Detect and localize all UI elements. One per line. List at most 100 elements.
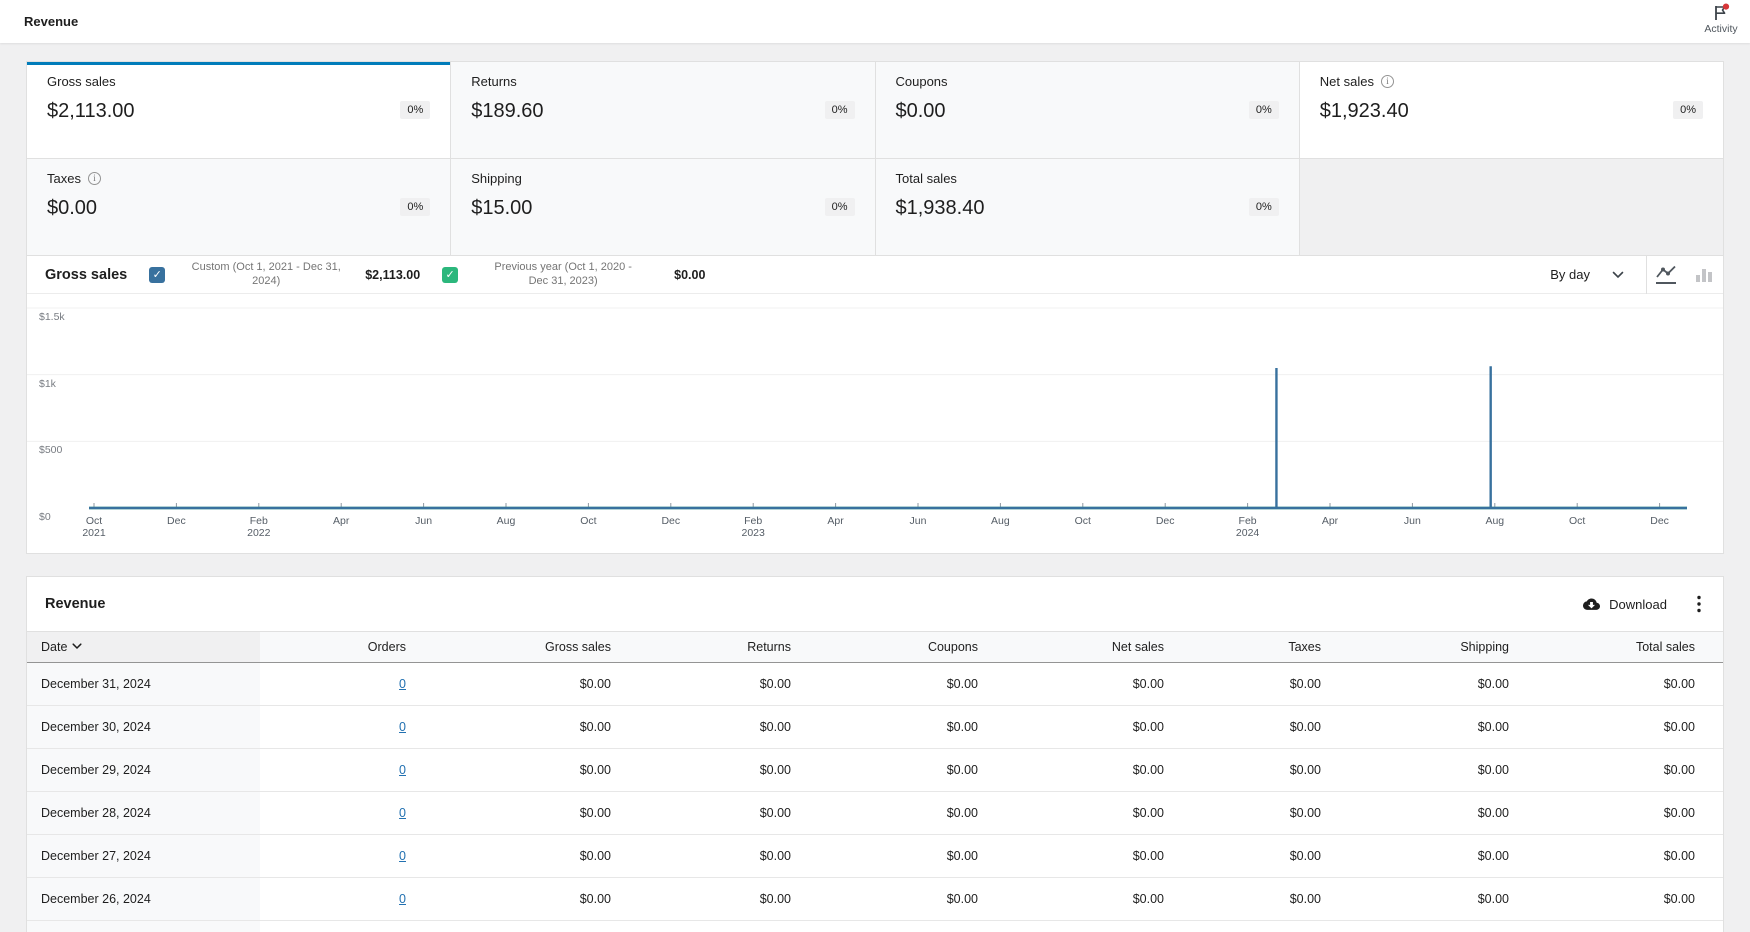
shipping-cell: $0.00	[1349, 791, 1537, 835]
summary-tile-taxes[interactable]: Taxes $0.00 0%	[27, 159, 451, 255]
x-tick-label: Apr	[804, 515, 868, 527]
total-sales-cell: $0.00	[1537, 705, 1723, 749]
x-tick-label: Oct	[556, 515, 620, 527]
summary-tile-label: Coupons	[895, 74, 948, 89]
summary-tile-value: $189.60	[471, 100, 544, 122]
legend-checkbox-current-period[interactable]	[149, 266, 166, 283]
delta-badge: 0%	[1248, 101, 1279, 119]
interval-value: By day	[1550, 267, 1590, 282]
column-header-shipping[interactable]: Shipping	[1349, 631, 1537, 663]
summary-tile-label: Total sales	[895, 171, 957, 186]
legend-checkbox-previous-period[interactable]	[442, 266, 459, 283]
chart-header: Gross sales Custom (Oct 1, 2021 - Dec 31…	[27, 255, 1723, 294]
column-header-date[interactable]: Date	[27, 631, 260, 663]
info-icon[interactable]	[87, 172, 101, 185]
gross-sales-cell: $0.00	[434, 834, 639, 878]
x-tick-month: Oct	[1074, 515, 1091, 527]
top-bar: Revenue Activity	[0, 0, 1750, 43]
summary-tile-returns[interactable]: Returns $189.60 0%	[451, 62, 875, 158]
column-header-returns[interactable]: Returns	[639, 631, 819, 663]
summary-tile-value: $15.00	[471, 197, 533, 219]
coupons-cell: $0.00	[819, 662, 1006, 706]
delta-badge: 0%	[1248, 198, 1279, 216]
x-tick-label: Dec	[639, 515, 703, 527]
download-button[interactable]: Download	[1583, 597, 1667, 612]
x-tick-month: Jun	[415, 515, 433, 527]
column-header-label: Net sales	[1111, 640, 1164, 654]
total-sales-cell: $0.00	[1537, 662, 1723, 706]
date-cell: December 30, 2024	[27, 705, 260, 749]
x-tick-label: Dec	[144, 515, 208, 527]
gross-sales-cell: $0.00	[434, 748, 639, 792]
column-header-coupons[interactable]: Coupons	[819, 631, 1006, 663]
table-row: December 28, 2024 0 $0.00 $0.00 $0.00 $0.00 $0…	[27, 791, 1723, 835]
legend-total-previous-period: $0.00	[674, 267, 706, 282]
delta-badge: 0%	[824, 198, 855, 216]
column-header-orders[interactable]: Orders	[260, 631, 434, 663]
column-header-label: Total sales	[1635, 640, 1695, 654]
column-header-gross_sales[interactable]: Gross sales	[434, 631, 639, 663]
table-row: December 26, 2024 0 $0.00 $0.00 $0.00 $0.00 $0…	[27, 877, 1723, 921]
summary-tile-label: Net sales	[1319, 74, 1374, 89]
interval-dropdown[interactable]: By day	[1550, 267, 1624, 282]
summary-tile-shipping[interactable]: Shipping $15.00 0%	[451, 159, 875, 255]
chart-title: Gross sales	[45, 266, 128, 283]
orders-link[interactable]: 0	[399, 849, 406, 863]
x-tick-month: Dec	[167, 515, 186, 527]
chart-canvas	[27, 307, 1723, 510]
bar-chart-type-button[interactable]	[1685, 256, 1723, 294]
orders-link[interactable]: 0	[399, 677, 406, 691]
summary-tile-empty	[1299, 159, 1723, 255]
activity-button[interactable]: Activity	[1694, 3, 1748, 35]
line-chart-type-button[interactable]	[1647, 256, 1685, 294]
orders-link[interactable]: 0	[399, 720, 406, 734]
column-header-total_sales[interactable]: Total sales	[1537, 631, 1723, 663]
column-header-net_sales[interactable]: Net sales	[1006, 631, 1192, 663]
x-tick-month: Oct	[85, 515, 103, 527]
summary-tile-total-sales[interactable]: Total sales $1,938.40 0%	[875, 159, 1299, 255]
empty-cell	[260, 920, 1723, 932]
summary-tile-coupons[interactable]: Coupons $0.00 0%	[875, 62, 1299, 158]
returns-cell: $0.00	[639, 877, 819, 921]
gross-sales-cell: $0.00	[434, 662, 639, 706]
date-cell: December 27, 2024	[27, 834, 260, 878]
y-tick-label: $0	[39, 511, 51, 523]
taxes-cell: $0.00	[1192, 748, 1349, 792]
info-icon[interactable]	[1380, 75, 1394, 88]
orders-cell: 0	[260, 705, 434, 749]
column-header-taxes[interactable]: Taxes	[1192, 631, 1349, 663]
column-header-label: Date	[41, 640, 68, 654]
summary-tile-value: $2,113.00	[47, 100, 135, 122]
download-label: Download	[1609, 596, 1667, 612]
summary-tile-label: Gross sales	[47, 74, 116, 89]
summary-tile-gross-sales[interactable]: Gross sales $2,113.00 0%	[27, 62, 451, 158]
column-header-label: Shipping	[1460, 640, 1509, 654]
revenue-table: Date Orders Gross sales Returns Coupons Net s…	[27, 631, 1723, 932]
flag-icon	[1715, 3, 1730, 20]
x-tick-label: Jun	[392, 515, 456, 527]
table-menu-button[interactable]	[1697, 595, 1701, 613]
chart-plot-area[interactable]: $1.5k $1k $500 $0 Oct 2021 Dec Feb 2022 Apr Jun Au…	[27, 294, 1723, 553]
taxes-cell: $0.00	[1192, 662, 1349, 706]
column-header-label: Taxes	[1288, 640, 1321, 654]
shipping-cell: $0.00	[1349, 748, 1537, 792]
x-tick-label: Aug	[1463, 515, 1527, 527]
orders-link[interactable]: 0	[399, 892, 406, 906]
x-tick-label: Aug	[474, 515, 538, 527]
column-header-label: Gross sales	[545, 640, 611, 654]
column-header-label: Returns	[747, 640, 791, 654]
gross-sales-cell: $0.00	[434, 705, 639, 749]
table-row: December 31, 2024 0 $0.00 $0.00 $0.00 $0.00 $0…	[27, 662, 1723, 706]
x-tick-label: Oct	[1051, 515, 1115, 527]
shipping-cell: $0.00	[1349, 705, 1537, 749]
summary-tile-net-sales[interactable]: Net sales $1,923.40 0%	[1299, 62, 1723, 158]
x-tick-label: Jun	[1380, 515, 1444, 527]
x-tick-label: Apr	[1298, 515, 1362, 527]
orders-link[interactable]: 0	[399, 763, 406, 777]
summary-tile-label: Returns	[471, 74, 517, 89]
content-area: Gross sales $2,113.00 0% Returns $189.60 0% Co…	[26, 61, 1724, 932]
bar-chart-icon	[1695, 268, 1713, 282]
orders-cell: 0	[260, 834, 434, 878]
date-cell: December 26, 2024	[27, 877, 260, 921]
orders-link[interactable]: 0	[399, 806, 406, 820]
